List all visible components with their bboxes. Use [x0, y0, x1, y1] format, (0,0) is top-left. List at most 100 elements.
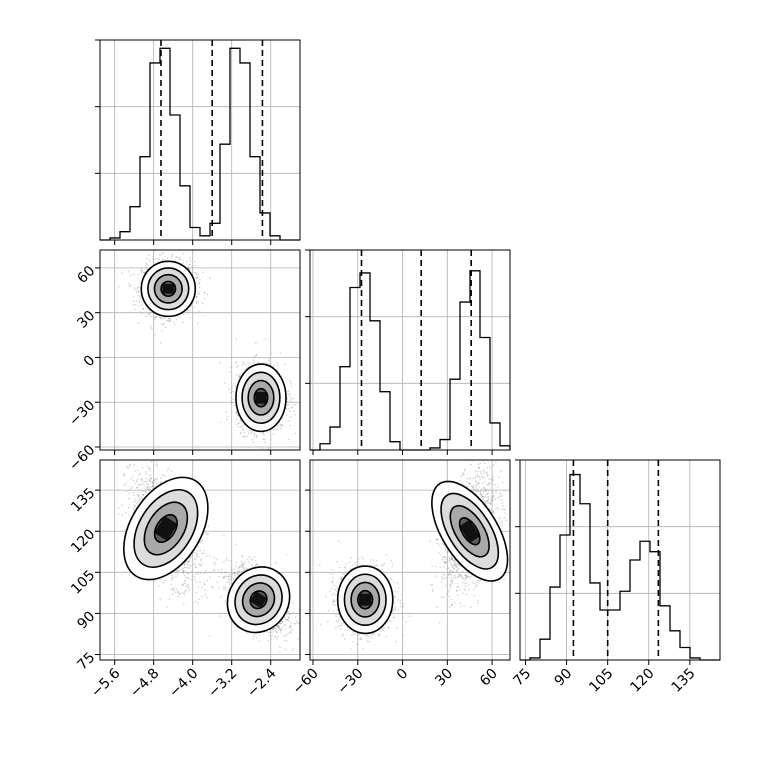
scatter-point: [170, 318, 172, 320]
scatter-point: [190, 578, 193, 581]
scatter-point: [172, 321, 174, 323]
scatter-point: [157, 585, 160, 588]
scatter-point: [204, 291, 206, 294]
scatter-point: [197, 553, 199, 556]
scatter-point: [159, 316, 162, 319]
scatter-point: [287, 390, 290, 393]
scatter-point: [239, 432, 242, 435]
scatter-point: [290, 385, 293, 387]
scatter-point: [137, 286, 140, 288]
scatter-point: [243, 435, 246, 438]
scatter-point: [201, 596, 203, 598]
scatter-point: [241, 563, 244, 565]
scatter-point: [187, 266, 190, 268]
scatter-point: [232, 390, 234, 393]
scatter-point: [279, 352, 282, 354]
scatter-point: [127, 457, 129, 459]
scatter-point: [153, 333, 156, 336]
scatter-point: [134, 470, 137, 472]
scatter-point: [124, 474, 126, 476]
scatter-point: [188, 586, 190, 588]
scatter-point: [241, 436, 244, 438]
scatter-point: [194, 566, 196, 569]
scatter-point: [135, 458, 137, 460]
scatter-point: [145, 310, 147, 312]
scatter-point: [195, 273, 197, 276]
scatter-point: [248, 429, 251, 431]
scatter-point: [274, 428, 276, 430]
scatter-point: [184, 582, 186, 585]
scatter-point: [149, 480, 151, 482]
scatter-point: [287, 407, 290, 410]
scatter-point: [285, 407, 288, 410]
scatter-point: [197, 322, 199, 325]
scatter-point: [290, 407, 293, 409]
scatter-point: [144, 271, 147, 273]
scatter-point: [238, 375, 241, 378]
scatter-point: [297, 622, 300, 624]
scatter-point: [186, 563, 188, 565]
scatter-point: [203, 314, 205, 317]
scatter-point: [188, 567, 191, 569]
scatter-point: [250, 432, 252, 434]
scatter-point: [284, 363, 287, 366]
scatter-point: [291, 629, 293, 632]
scatter-point: [150, 460, 153, 463]
scatter-point: [129, 284, 131, 287]
scatter-point: [201, 562, 203, 565]
scatter-point: [138, 305, 140, 307]
scatter-point: [129, 284, 131, 287]
scatter-point: [133, 463, 136, 466]
scatter-point: [237, 414, 239, 417]
scatter-point: [197, 290, 199, 293]
scatter-point: [133, 482, 136, 485]
scatter-point: [194, 260, 196, 263]
scatter-point: [183, 581, 186, 583]
scatter-point: [175, 570, 177, 572]
scatter-point: [150, 315, 152, 318]
scatter-point: [213, 561, 216, 564]
scatter-point: [265, 362, 268, 364]
scatter-point: [148, 479, 150, 481]
scatter-point: [243, 431, 246, 434]
scatter-point: [244, 435, 246, 438]
scatter-point: [117, 507, 120, 510]
scatter-point: [187, 577, 190, 580]
scatter-point: [183, 591, 185, 594]
scatter-point: [286, 404, 289, 407]
scatter-point: [145, 315, 148, 318]
scatter-point: [139, 296, 141, 298]
scatter-point: [162, 251, 164, 254]
scatter-point: [156, 478, 158, 481]
scatter-point: [262, 432, 264, 435]
scatter-point: [197, 572, 199, 575]
scatter-point: [198, 282, 201, 285]
scatter-point: [236, 338, 238, 341]
scatter-point: [183, 563, 186, 566]
scatter-point: [161, 473, 164, 476]
scatter-point: [196, 277, 198, 280]
scatter-point: [169, 320, 171, 322]
scatter-point: [123, 474, 125, 477]
scatter-point: [250, 431, 253, 433]
scatter-point: [198, 598, 200, 600]
scatter-point: [170, 583, 173, 585]
scatter-point: [136, 480, 138, 483]
scatter-point: [142, 483, 144, 486]
scatter-point: [140, 269, 143, 272]
scatter-point: [247, 432, 250, 435]
scatter-point: [201, 302, 204, 305]
scatter-point: [186, 260, 188, 263]
scatter-point: [133, 494, 135, 497]
scatter-point: [237, 570, 240, 572]
scatter-point: [285, 635, 287, 637]
scatter-point: [239, 375, 241, 378]
scatter-point: [148, 487, 151, 490]
scatter-point: [268, 631, 271, 634]
scatter-point: [246, 558, 249, 561]
scatter-point: [280, 628, 283, 631]
scatter-point: [237, 422, 239, 425]
scatter-point: [151, 481, 154, 484]
scatter-point: [177, 595, 179, 598]
scatter-point: [145, 472, 148, 475]
